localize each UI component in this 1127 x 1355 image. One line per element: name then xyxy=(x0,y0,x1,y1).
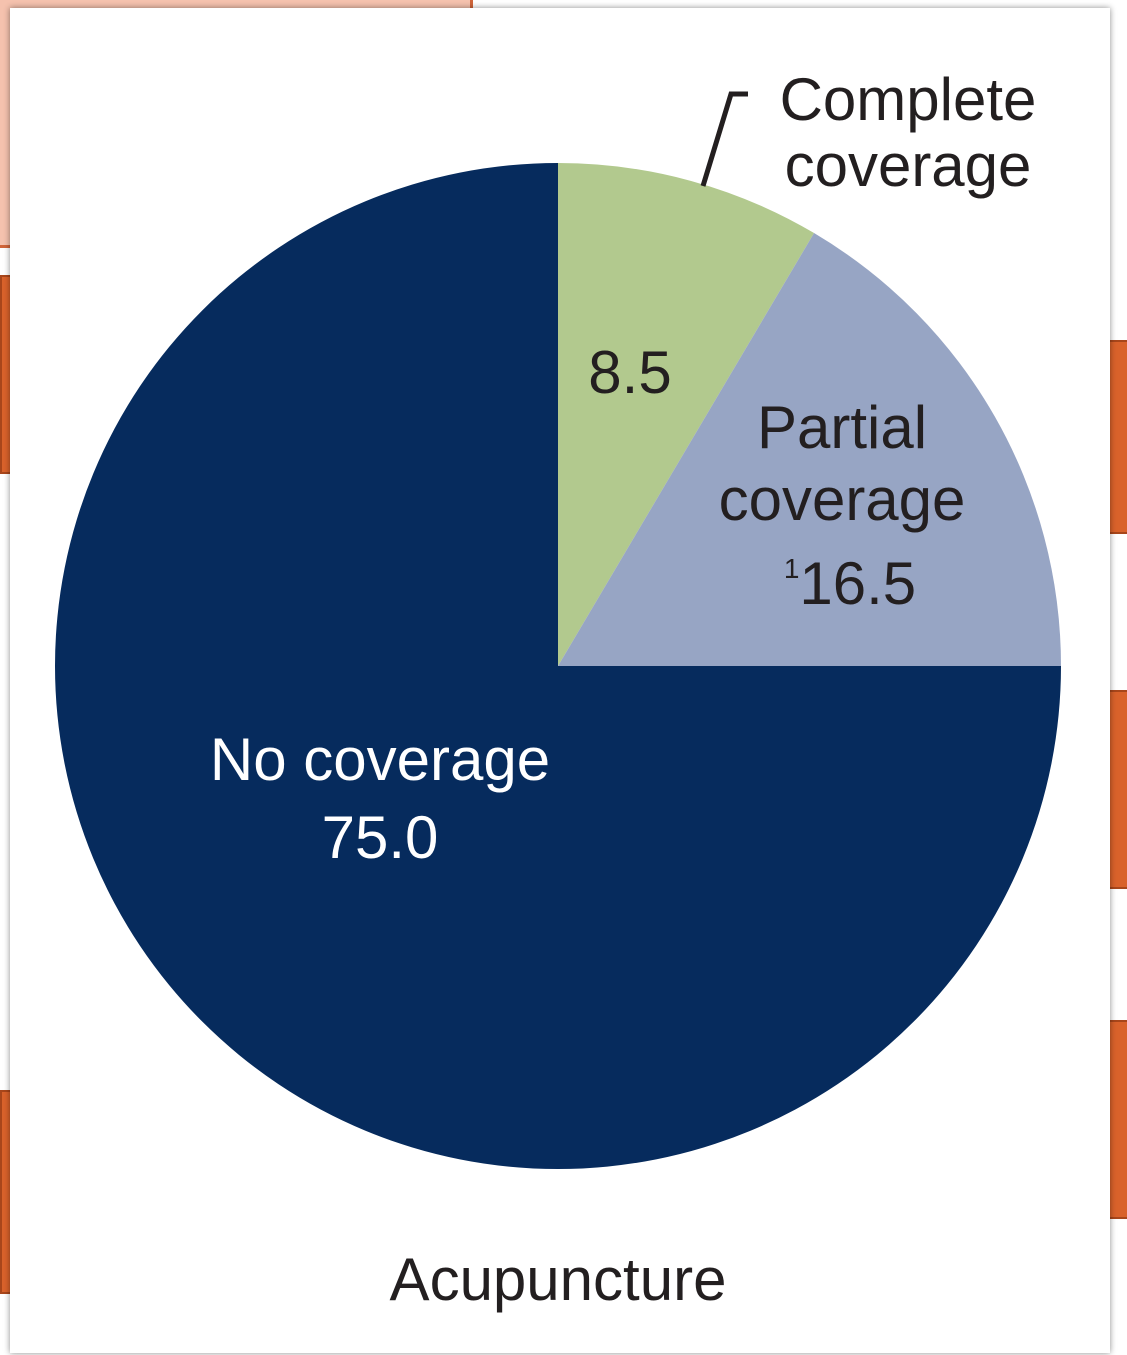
slice-value-partial-coverage: 116.5 xyxy=(784,550,916,617)
slice-label-complete-coverage: Complete coverage xyxy=(780,66,1037,199)
chart-card: Complete coverage 8.5 Partial coverage 116.5 N… xyxy=(10,8,1110,1353)
slice-value-no-coverage: 75.0 xyxy=(322,804,439,871)
complete-coverage-leader-line xyxy=(700,91,748,187)
chart-title: Acupuncture xyxy=(390,1246,727,1313)
slice-label-no-coverage: No coverage xyxy=(210,726,550,793)
pie-chart: Complete coverage 8.5 Partial coverage 116.5 N… xyxy=(55,66,1061,1313)
pie-slice-no-coverage xyxy=(55,163,1061,1169)
slice-value-complete-coverage: 8.5 xyxy=(588,339,671,406)
pie-slice-complete-coverage xyxy=(558,163,815,666)
pie-slice-partial-coverage xyxy=(558,233,1061,666)
slice-label-partial-coverage: Partial coverage xyxy=(719,394,966,533)
